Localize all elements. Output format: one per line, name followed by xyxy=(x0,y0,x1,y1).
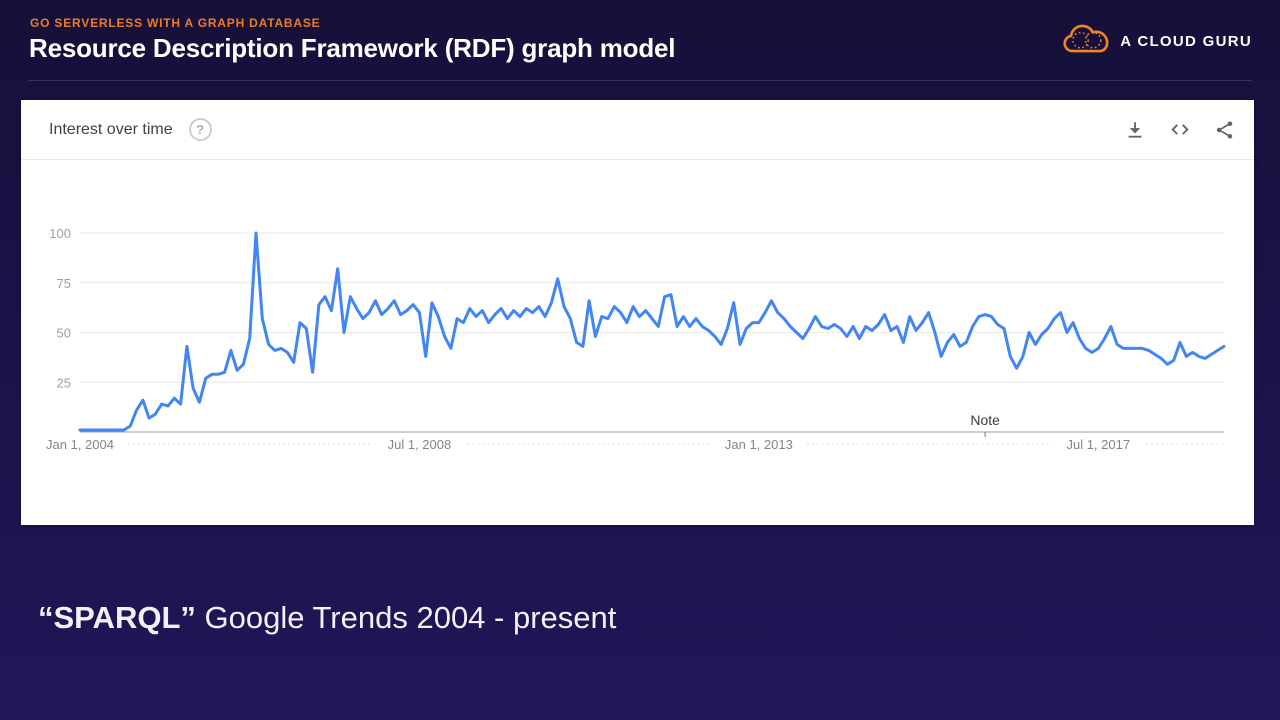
widget-title: Interest over time xyxy=(49,120,173,138)
x-tick-label: Jul 1, 2017 xyxy=(1066,437,1130,452)
y-tick-label: 100 xyxy=(49,226,71,241)
trend-line-sparql xyxy=(78,231,1226,432)
slide-caption: “SPARQL” Google Trends 2004 - present xyxy=(38,600,616,636)
interest-over-time-chart[interactable]: 25 50 75 100 Jan 1, 2004 Jul 1, 2008 Jan 1, 20… xyxy=(21,160,1254,525)
trends-chart-svg[interactable]: 25 50 75 100 Jan 1, 2004 Jul 1, 2008 Jan 1, 20… xyxy=(21,160,1254,525)
widget-toolbar xyxy=(1124,119,1236,141)
course-eyebrow: GO SERVERLESS WITH A GRAPH DATABASE xyxy=(30,16,321,30)
y-tick-label: 50 xyxy=(57,326,71,341)
caption-term: “SPARQL” xyxy=(38,600,196,635)
slide-title: Resource Description Framework (RDF) gra… xyxy=(29,33,676,63)
chart-note-label[interactable]: Note xyxy=(970,412,1000,428)
brand-logo: A CLOUD GURU xyxy=(1062,23,1252,59)
y-tick-label: 25 xyxy=(57,375,71,390)
x-tick-label: Jan 1, 2013 xyxy=(725,437,793,452)
trends-widget-card: Interest over time ? 25 50 75 100 Jan 1, 200… xyxy=(21,100,1254,525)
caption-rest: Google Trends 2004 - present xyxy=(195,600,617,635)
y-tick-label: 75 xyxy=(57,276,71,291)
download-icon[interactable] xyxy=(1124,119,1146,141)
share-icon[interactable] xyxy=(1214,119,1236,141)
brand-logo-text: A CLOUD GURU xyxy=(1120,32,1252,50)
header-divider xyxy=(28,80,1252,81)
help-icon[interactable]: ? xyxy=(188,118,212,141)
embed-icon[interactable] xyxy=(1169,119,1191,141)
trends-widget-header: Interest over time ? xyxy=(21,100,1254,160)
x-tick-label: Jul 1, 2008 xyxy=(388,437,452,452)
cloud-icon xyxy=(1062,23,1110,59)
x-tick-label: Jan 1, 2004 xyxy=(46,437,114,452)
